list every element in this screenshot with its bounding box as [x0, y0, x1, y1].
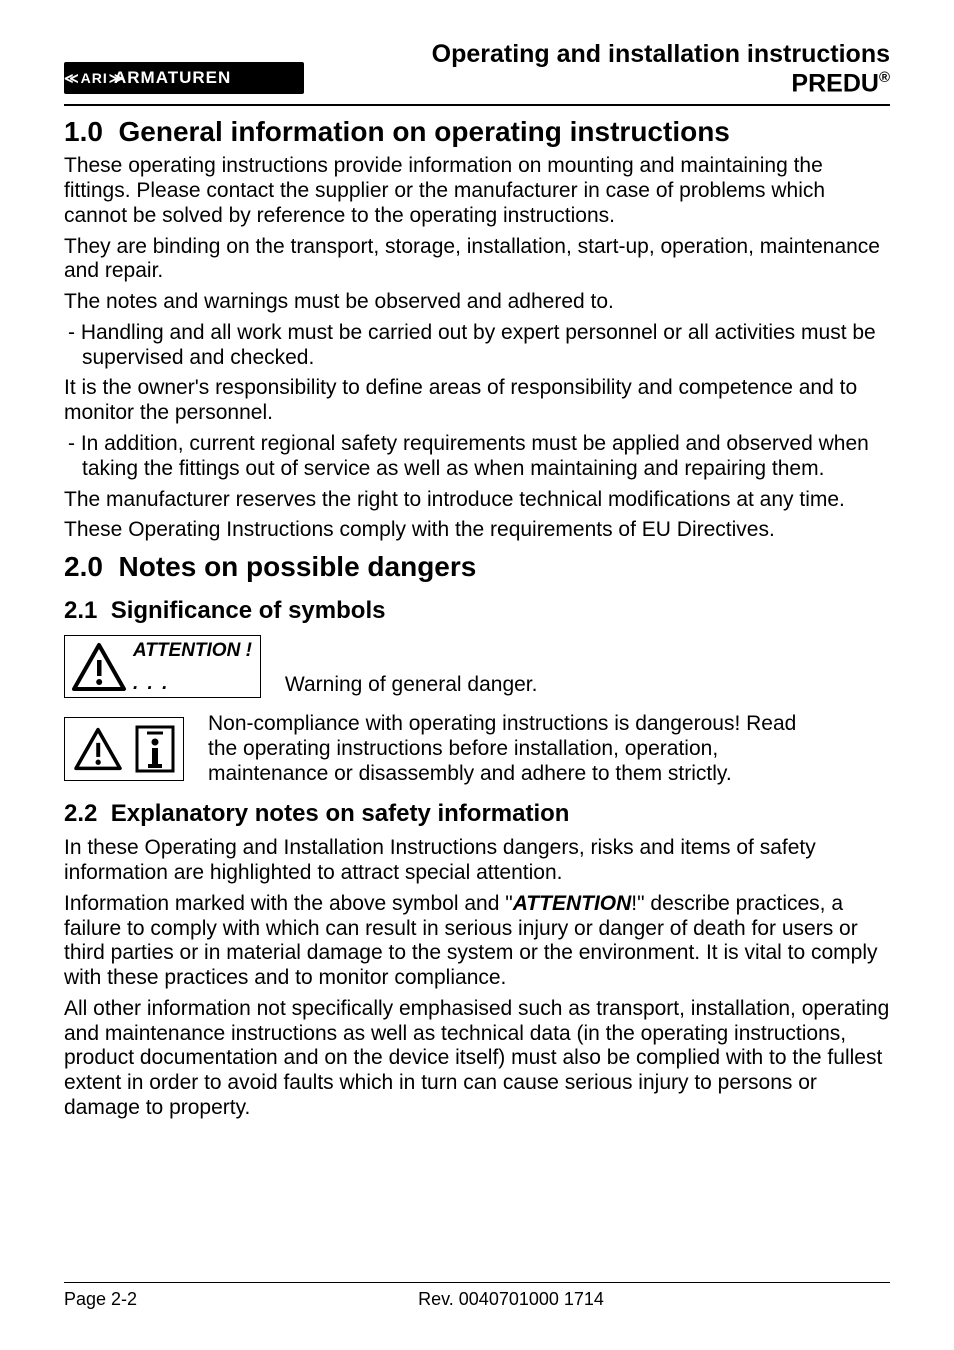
section-2-2-heading: 2.2 Explanatory notes on safety informat… — [64, 800, 890, 828]
doc-title-line2: PREDU® — [432, 69, 890, 98]
manual-info-icon — [135, 725, 175, 773]
footer-revision: Rev. 0040701000 1714 — [418, 1289, 604, 1310]
s1-p4: It is the owner's responsibility to defi… — [64, 376, 890, 426]
section-2-2-num: 2.2 — [64, 800, 97, 827]
product-name: PREDU — [791, 69, 879, 97]
s1-b1: - Handling and all work must be carried … — [64, 321, 890, 371]
noncompliance-text: Non-compliance with operating instructio… — [208, 712, 828, 786]
s1-p5: The manufacturer reserves the right to i… — [64, 488, 890, 513]
section-2-title: Notes on possible dangers — [119, 551, 477, 582]
attention-word: ATTENTION ! — [133, 641, 252, 660]
page-footer: Page 2-2 Rev. 0040701000 1714 — [64, 1282, 890, 1310]
s22-p2a: Information marked with the above symbol… — [64, 892, 513, 915]
footer-rule — [64, 1282, 890, 1283]
section-2-2-title: Explanatory notes on safety information — [111, 800, 570, 827]
s22-p2-attention: ATTENTION — [513, 892, 632, 915]
manual-symbol-box — [64, 717, 184, 781]
header-rule — [64, 104, 890, 106]
doc-title-line1: Operating and installation instructions — [432, 40, 890, 69]
s22-p1: In these Operating and Installation Inst… — [64, 836, 890, 886]
warning-triangle-icon — [71, 642, 127, 692]
s1-b2: - In addition, current regional safety r… — [64, 432, 890, 482]
section-2-1-title: Significance of symbols — [111, 597, 386, 624]
logo-mark: ARI — [64, 70, 114, 87]
section-2-1-heading: 2.1 Significance of symbols — [64, 597, 890, 625]
registered-mark: ® — [879, 69, 890, 86]
attention-symbol-row: ATTENTION ! . . . Warning of general dan… — [64, 635, 890, 698]
section-2-heading: 2.0 Notes on possible dangers — [64, 551, 890, 583]
s22-p2: Information marked with the above symbol… — [64, 892, 890, 991]
attention-text-col: ATTENTION ! . . . — [133, 641, 252, 693]
s1-p2: They are binding on the transport, stora… — [64, 235, 890, 285]
section-1-heading: 1.0 General information on operating ins… — [64, 116, 890, 148]
attention-symbol-box: ATTENTION ! . . . — [64, 635, 261, 698]
section-1-title: General information on operating instruc… — [119, 116, 730, 147]
warn-general-text: Warning of general danger. — [285, 673, 538, 698]
s1-p1: These operating instructions provide inf… — [64, 154, 890, 228]
manual-symbol-row: Non-compliance with operating instructio… — [64, 712, 890, 786]
section-2-1-num: 2.1 — [64, 597, 97, 624]
page-header: ARI ARMATUREN Operating and installation… — [64, 40, 890, 98]
footer-page-number: Page 2-2 — [64, 1289, 137, 1310]
s1-p3: The notes and warnings must be observed … — [64, 290, 890, 315]
s22-p3: All other information not specifically e… — [64, 997, 890, 1121]
section-1-num: 1.0 — [64, 116, 103, 147]
footer-right-spacer — [885, 1289, 890, 1310]
warning-triangle-icon — [73, 727, 123, 771]
brand-logo: ARI ARMATUREN — [64, 62, 304, 94]
s1-p6: These Operating Instructions comply with… — [64, 518, 890, 543]
section-2-num: 2.0 — [64, 551, 103, 582]
logo-brand-text: ARMATUREN — [114, 68, 231, 88]
document-title-block: Operating and installation instructions … — [432, 40, 890, 98]
attention-dots: . . . — [133, 674, 252, 693]
